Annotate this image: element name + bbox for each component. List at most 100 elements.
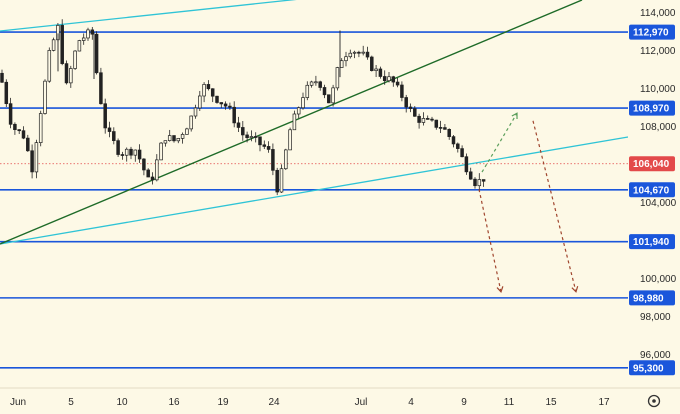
candle	[344, 51, 348, 67]
candle	[34, 139, 39, 179]
candle-body-down	[94, 33, 99, 74]
candle-body-up	[348, 52, 353, 58]
price-badge-label: 106,040	[633, 159, 670, 170]
candle	[481, 179, 486, 187]
candle	[314, 75, 318, 86]
candle	[193, 104, 198, 119]
candle-body-up	[374, 68, 378, 71]
plot-area	[0, 0, 629, 369]
candle	[94, 31, 99, 75]
price-badge	[629, 234, 675, 250]
candle-body-up	[69, 68, 73, 84]
candle	[451, 135, 456, 148]
candle	[223, 101, 228, 110]
candle-body-down	[146, 169, 150, 178]
candle-body-down	[468, 171, 473, 180]
candle	[271, 143, 275, 176]
candle-body-down	[90, 29, 95, 35]
candle-body-down	[258, 136, 262, 146]
candle-body-up	[198, 95, 202, 109]
candle-body-down	[425, 118, 430, 120]
price-badge-label: 104,670	[633, 185, 670, 196]
candle-body-up	[47, 50, 52, 82]
candle-body-down	[26, 137, 30, 152]
price-tick-label: 98,000	[640, 312, 671, 323]
candle-body-down	[13, 123, 17, 130]
price-tick-label: 114,000	[640, 8, 676, 19]
time-tick-label: 11	[504, 397, 515, 408]
candle-body-up	[361, 51, 365, 54]
candle	[365, 46, 370, 60]
candle	[339, 58, 344, 68]
candle	[155, 154, 159, 182]
candle	[137, 144, 142, 163]
candle	[352, 50, 357, 59]
candle	[447, 128, 451, 140]
candle	[185, 127, 189, 135]
candle	[477, 173, 482, 192]
candle-body-up	[73, 50, 77, 69]
candle	[26, 134, 30, 152]
candle	[8, 97, 13, 129]
candle	[202, 82, 206, 103]
projection-down-arrow	[532, 120, 577, 292]
candle-body-down	[236, 122, 241, 128]
candle	[120, 151, 125, 160]
candle	[64, 60, 69, 85]
candle	[228, 102, 232, 111]
candle-body-down	[150, 176, 155, 181]
price-badge	[629, 290, 675, 306]
candle	[275, 167, 279, 196]
candle-body-down	[64, 63, 69, 84]
candle-body-down	[30, 150, 34, 173]
candle	[413, 106, 417, 117]
candle	[417, 113, 421, 129]
candle	[296, 106, 301, 119]
candle	[438, 120, 443, 133]
candle	[266, 141, 271, 153]
candle-body-up	[387, 76, 391, 82]
candle-body-down	[391, 76, 396, 83]
candle	[309, 80, 314, 88]
candle-body-up	[339, 60, 344, 68]
candle-body-down	[408, 106, 413, 109]
candle	[443, 123, 447, 130]
price-tick-label: 96,000	[640, 350, 671, 361]
candle	[159, 141, 163, 161]
candle-body-down	[112, 131, 116, 142]
gear-icon[interactable]	[647, 394, 661, 408]
candle	[400, 81, 404, 102]
candle	[262, 140, 267, 150]
candle-body-down	[223, 103, 228, 107]
chart-settings-button[interactable]	[647, 394, 661, 408]
price-tick-label: 112,000	[640, 46, 676, 57]
time-tick-label: 17	[598, 397, 610, 408]
candle	[124, 147, 129, 162]
candle-body-down	[382, 76, 387, 82]
candle	[112, 127, 116, 145]
candle	[361, 45, 365, 56]
candle-body-up	[167, 135, 172, 141]
candle	[253, 132, 258, 143]
price-tick-label: 110,000	[640, 84, 676, 95]
candle	[133, 149, 138, 162]
candle	[142, 158, 146, 176]
candle	[180, 132, 185, 144]
time-tick-label: 24	[268, 397, 280, 408]
candle	[103, 98, 107, 134]
rising-trend-line	[0, 0, 583, 245]
candle	[99, 67, 103, 105]
candle	[378, 66, 383, 79]
candle	[245, 131, 249, 143]
candle	[47, 47, 52, 83]
projection-down-arrowhead	[571, 286, 579, 293]
gear-icon-hub	[652, 399, 656, 403]
candle-body-down	[116, 140, 120, 155]
candle-body-up	[292, 113, 297, 131]
candle	[77, 39, 82, 52]
price-badge-label: 112,970	[633, 28, 669, 39]
candle	[232, 101, 236, 128]
candle-body-down	[103, 103, 107, 129]
candle	[69, 65, 73, 88]
